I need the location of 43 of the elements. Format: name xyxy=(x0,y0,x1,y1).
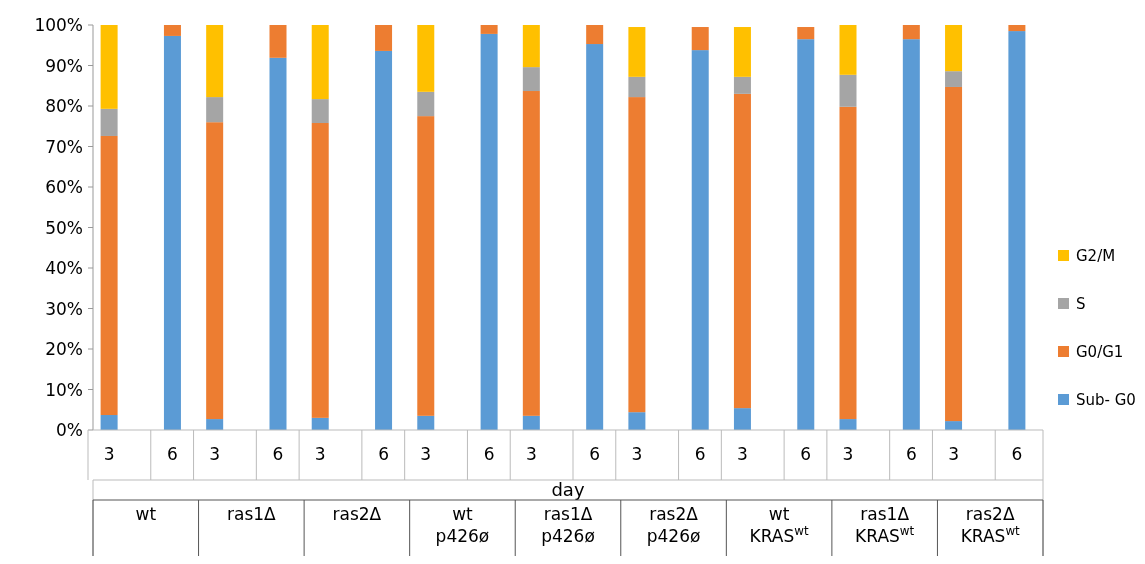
x-tick-label: 6 xyxy=(378,444,389,464)
legend-label: G2/M xyxy=(1076,247,1116,265)
x-tick-label: 6 xyxy=(800,444,812,464)
y-tick-label: 80% xyxy=(45,96,83,116)
legend-label: Sub- G0 xyxy=(1076,391,1136,409)
x-tick-label: 3 xyxy=(737,444,748,464)
legend-label: G0/G1 xyxy=(1076,343,1124,361)
x-tick-label: 6 xyxy=(905,444,917,464)
x-tick-label: 3 xyxy=(420,444,432,464)
text: wt KRAS$^{wt}$ xyxy=(749,504,809,546)
x-tick-label: 3 xyxy=(525,444,537,464)
x-tick-label: 3 xyxy=(103,444,115,464)
text: wt p426ø xyxy=(435,504,490,546)
x-tick-label: 6 xyxy=(167,444,178,464)
y-tick-label: 100% xyxy=(34,15,83,35)
y-tick-label: 70% xyxy=(45,136,83,157)
x-tick-label: 3 xyxy=(631,444,643,464)
text: wt xyxy=(135,504,157,524)
x-tick-label: 3 xyxy=(948,444,959,464)
text: ras2Δ xyxy=(332,504,382,524)
text: ras1Δ KRAS$^{wt}$ xyxy=(855,504,915,546)
y-tick-label: 90% xyxy=(45,55,83,76)
x-tick-label: 3 xyxy=(314,444,326,464)
x-tick-label: 6 xyxy=(1011,444,1023,464)
x-tick-label: 6 xyxy=(272,444,284,464)
text: ras1Δ xyxy=(226,504,277,524)
x-axis-title: day xyxy=(551,479,585,500)
x-tick-label: 6 xyxy=(483,444,495,464)
y-tick-label: 0% xyxy=(56,420,83,440)
y-tick-label: 60% xyxy=(45,177,83,197)
y-tick-label: 30% xyxy=(45,298,83,319)
text: ras1Δ p426ø xyxy=(541,504,595,546)
text: ras2Δ KRAS$^{wt}$ xyxy=(960,504,1021,546)
x-tick-label: 3 xyxy=(842,444,854,464)
y-tick-label: 50% xyxy=(45,217,83,238)
y-tick-label: 10% xyxy=(45,379,83,400)
x-tick-label: 3 xyxy=(209,444,221,464)
x-tick-label: 6 xyxy=(694,444,706,464)
legend-label: S xyxy=(1076,295,1086,313)
text: ras2Δ p426ø xyxy=(646,504,701,546)
x-tick-label: 6 xyxy=(589,444,601,464)
y-tick-label: 20% xyxy=(45,339,83,359)
y-tick-label: 40% xyxy=(45,258,83,278)
